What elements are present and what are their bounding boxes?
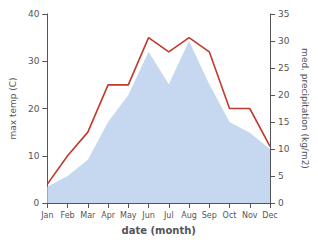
svg-text:15: 15: [278, 117, 289, 127]
svg-text:Oct: Oct: [223, 211, 237, 220]
svg-text:med. precipitation (kg/m2): med. precipitation (kg/m2): [300, 48, 310, 169]
svg-text:10: 10: [28, 151, 40, 161]
svg-text:Dec: Dec: [262, 211, 277, 220]
svg-text:Aug: Aug: [181, 211, 197, 220]
svg-text:20: 20: [278, 90, 290, 100]
svg-text:Jun: Jun: [141, 211, 155, 220]
svg-text:40: 40: [28, 9, 40, 19]
svg-text:Sep: Sep: [202, 211, 217, 220]
svg-text:35: 35: [278, 9, 289, 19]
svg-text:25: 25: [278, 63, 289, 73]
svg-text:30: 30: [28, 56, 40, 66]
svg-text:5: 5: [278, 171, 284, 181]
svg-text:May: May: [120, 211, 137, 220]
svg-text:Apr: Apr: [101, 211, 116, 220]
svg-text:Jul: Jul: [163, 211, 174, 220]
svg-text:0: 0: [34, 198, 40, 208]
svg-text:max temp (C): max temp (C): [8, 77, 18, 139]
svg-text:date (month): date (month): [121, 225, 195, 236]
svg-text:Nov: Nov: [242, 211, 258, 220]
svg-text:Jan: Jan: [40, 211, 53, 220]
svg-text:30: 30: [278, 36, 290, 46]
svg-text:Feb: Feb: [61, 211, 75, 220]
svg-text:10: 10: [278, 144, 290, 154]
svg-text:0: 0: [278, 198, 284, 208]
svg-text:Mar: Mar: [80, 211, 96, 220]
svg-text:20: 20: [28, 104, 40, 114]
